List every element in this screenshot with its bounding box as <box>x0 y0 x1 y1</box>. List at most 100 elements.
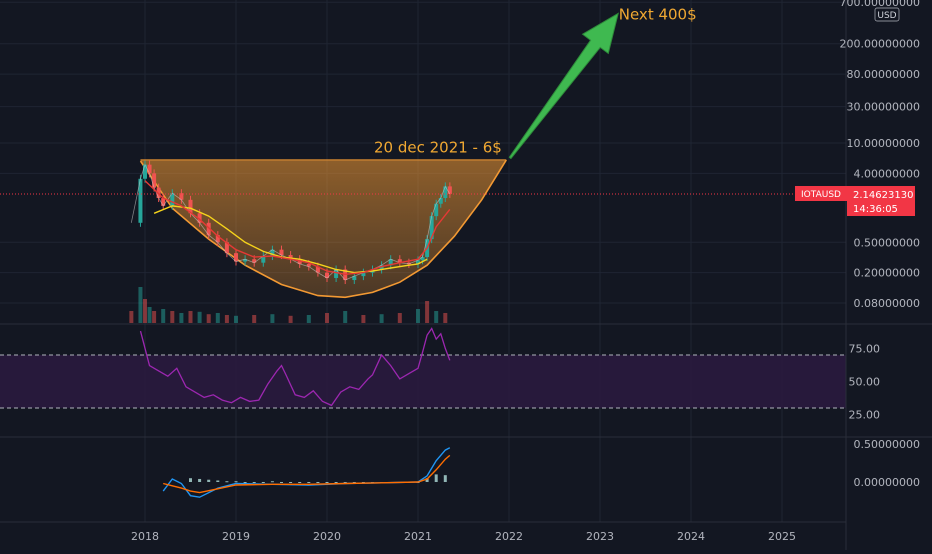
macd-histogram-bar <box>270 481 274 483</box>
macd-histogram-bar <box>334 482 338 483</box>
candle-body <box>434 203 439 217</box>
volume-bar <box>188 311 193 323</box>
time-tick-label: 2020 <box>313 530 341 543</box>
macd-histogram-bar <box>425 478 429 482</box>
candle-body <box>429 216 434 240</box>
price-tick-label: 700.00000000 <box>840 0 920 9</box>
candle-body <box>252 259 257 263</box>
volume-bar <box>197 311 202 323</box>
annotation-cup-target: 20 dec 2021 - 6$ <box>374 138 502 156</box>
rsi-tick-label: 75.00 <box>849 342 881 355</box>
volume-bar <box>379 314 384 323</box>
volume-bar <box>434 311 439 323</box>
ma-yellow-line <box>153 205 428 274</box>
candle-body <box>143 164 147 179</box>
candle-body <box>224 242 229 254</box>
time-tick-label: 2023 <box>586 530 614 543</box>
candle-body <box>215 235 220 243</box>
macd-histogram-bar <box>316 482 320 483</box>
candle-body <box>306 263 311 267</box>
candle-body <box>447 186 452 194</box>
last-price-label: 2.14623130 <box>853 190 913 201</box>
candle-body <box>397 259 402 263</box>
candle-body <box>361 272 366 277</box>
rsi-pane <box>0 327 846 409</box>
candle-body <box>315 266 320 273</box>
currency-label: USD <box>877 11 896 21</box>
candle-body <box>438 198 443 204</box>
macd-tick-label: 0.50000000 <box>854 438 920 451</box>
volume-bar <box>143 299 147 323</box>
macd-tick-label: 0.00000000 <box>854 476 920 489</box>
candle-body <box>179 193 184 200</box>
price-tick-label: 10.00000000 <box>847 137 920 150</box>
candle-body <box>388 259 393 266</box>
candle-body <box>443 186 448 199</box>
time-tick-label: 2019 <box>222 530 250 543</box>
candle-body <box>152 173 157 188</box>
volume-bar <box>425 301 430 323</box>
candle-body <box>352 276 357 281</box>
currency-badge[interactable] <box>874 7 900 22</box>
candle-body <box>197 213 202 223</box>
target-arrow <box>508 12 619 160</box>
candle-body <box>379 265 384 270</box>
candle-body <box>261 256 266 263</box>
symbol-label: IOTAUSD <box>801 190 841 200</box>
time-tick-label: 2024 <box>677 530 705 543</box>
moving-averages <box>144 180 451 276</box>
macd-histogram-bar <box>325 482 329 483</box>
volume-bar <box>306 315 311 323</box>
time-tick-label: 2021 <box>404 530 432 543</box>
rsi-band <box>0 355 846 408</box>
volume-bar <box>129 311 134 323</box>
volume-bar <box>138 287 143 323</box>
volume-bar <box>215 313 220 323</box>
macd-histogram-bar <box>225 481 229 483</box>
candle-body <box>147 164 152 174</box>
candle-body <box>234 253 238 262</box>
volume-bar <box>270 314 275 323</box>
volume-bars <box>129 287 448 323</box>
macd-histogram-bar <box>280 482 283 483</box>
volume-bar <box>206 314 211 323</box>
candle-body <box>279 249 284 256</box>
volume-bar <box>179 313 184 323</box>
volume-bar <box>397 313 402 323</box>
rsi-tick-label: 25.00 <box>849 409 881 422</box>
candle-body <box>334 269 339 279</box>
candle-body <box>420 257 425 261</box>
candle-body <box>288 255 293 260</box>
ma-red-line <box>144 180 451 276</box>
price-tick-label: 80.00000000 <box>847 68 920 81</box>
countdown-label: 14:36:05 <box>853 204 898 215</box>
annotation-next-target: Next 400$ <box>619 5 697 23</box>
signal-line <box>163 454 451 494</box>
price-tick-label: 30.00000000 <box>847 101 920 114</box>
macd-histogram-bar <box>298 482 302 483</box>
price-tick-label: 0.20000000 <box>854 267 920 280</box>
arrow-shape <box>508 12 619 160</box>
volume-bar <box>443 313 448 323</box>
time-tick-label: 2025 <box>768 530 796 543</box>
time-tick-label: 2022 <box>495 530 523 543</box>
symbol-badge[interactable] <box>795 186 847 201</box>
axes: 700.00000000 200.00000000 80.00000000 30.00… <box>131 0 920 543</box>
macd-histogram-bar <box>434 474 438 482</box>
candle-body <box>188 199 193 214</box>
volume-bar <box>288 315 293 323</box>
macd-pane <box>162 447 451 498</box>
volume-bar <box>161 309 166 323</box>
macd-histogram-bar <box>261 482 265 483</box>
volume-bar <box>252 315 257 323</box>
candle-body <box>161 198 166 206</box>
rsi-line <box>139 327 451 407</box>
macd-histogram-bar <box>252 482 256 483</box>
last-price-badge[interactable] <box>847 186 915 216</box>
macd-histogram-bar <box>216 480 220 482</box>
macd-histogram-bar <box>352 482 356 483</box>
volume-bar <box>416 309 420 323</box>
